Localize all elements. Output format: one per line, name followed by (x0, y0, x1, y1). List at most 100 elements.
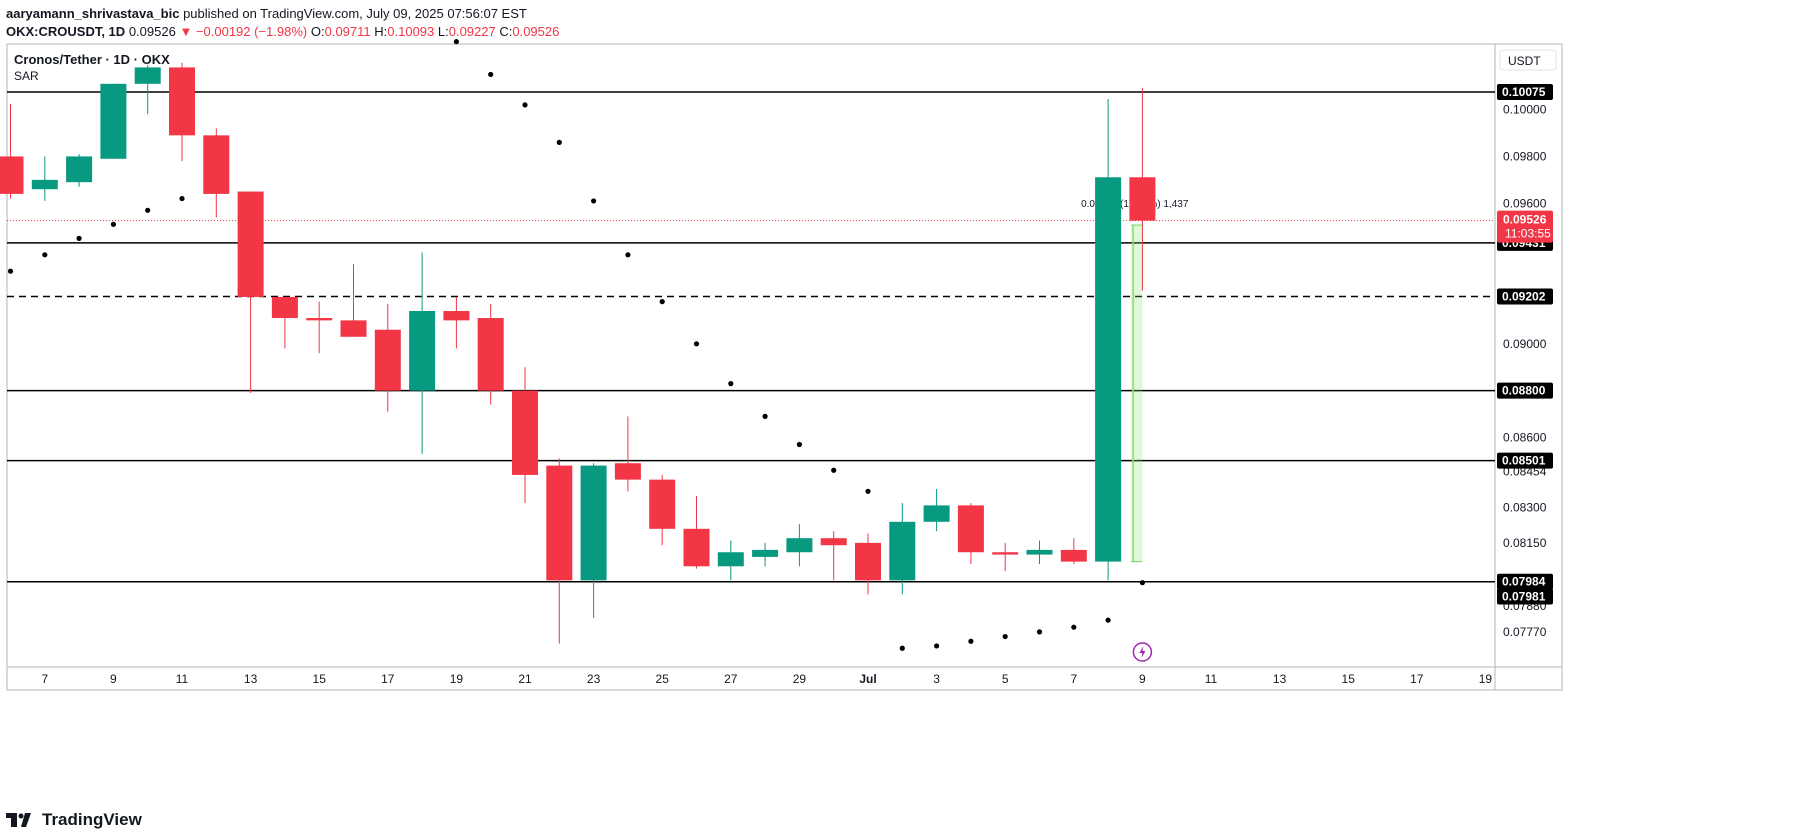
change-value: −0.00192 (−1.98%) (195, 24, 308, 39)
last-price-tag (1497, 210, 1553, 243)
sar-dot (7, 268, 14, 274)
candle-body (820, 538, 847, 546)
tradingview-logo-icon (6, 813, 31, 827)
sar-dot (1139, 580, 1145, 586)
candle-body (614, 463, 641, 480)
sar-dot (625, 252, 631, 258)
x-tick-label: 23 (587, 672, 601, 686)
publish-info: published on TradingView.com, July 09, 2… (183, 6, 527, 21)
candle-body (306, 318, 333, 321)
close-value: 0.09526 (512, 24, 560, 39)
x-tick-label: 25 (656, 672, 670, 686)
candle-body (512, 390, 538, 475)
level-price-label: 0.08501 (1502, 454, 1546, 468)
candle-body (957, 505, 984, 553)
level-price-label: 0.07984 (1502, 575, 1546, 589)
open-value: 0.09711 (324, 24, 371, 39)
high-value: 0.10093 (387, 24, 435, 39)
sar-dot (899, 645, 905, 651)
symbol-label: OKX:CROUSDT, 1D (6, 24, 126, 39)
candle-body (340, 320, 367, 337)
candle-body (409, 311, 436, 391)
candle-body (477, 318, 504, 391)
y-tick-label: 0.09000 (1503, 337, 1547, 351)
last-price-label: 0.09526 (1503, 213, 1547, 227)
level-price-label: 0.07981 (1502, 589, 1546, 603)
x-tick-label: Jul (859, 672, 876, 686)
x-tick-label: 19 (450, 672, 464, 686)
sar-dot (179, 195, 185, 202)
close-label: C: (499, 24, 513, 39)
sar-dot (1105, 617, 1111, 623)
x-tick-label: 17 (381, 672, 395, 686)
sar-dot (591, 198, 597, 204)
level-price-label: 0.08800 (1502, 384, 1546, 398)
x-tick-label: 9 (1139, 672, 1146, 686)
candle-body (546, 465, 573, 581)
currency-box (1499, 49, 1557, 71)
x-tick-label: 11 (176, 672, 189, 686)
y-tick-label: 0.10000 (1503, 103, 1547, 117)
candle-body (992, 552, 1019, 555)
measure-range-area (1131, 225, 1143, 562)
y-tick-label: 0.07770 (1503, 625, 1547, 639)
y-tick-label: 0.08150 (1503, 536, 1547, 550)
x-tick-label: 9 (110, 672, 117, 686)
level-price-tag (1497, 382, 1553, 399)
level-price-tag (1497, 84, 1553, 101)
candle-body (717, 552, 744, 567)
sar-dot (1036, 629, 1043, 635)
high-label: H: (374, 24, 388, 39)
sar-dot (522, 102, 528, 108)
low-value: 0.09227 (448, 24, 496, 39)
candle-body (169, 67, 195, 136)
sar-dot (76, 235, 82, 241)
ohlc-line: OKX:CROUSDT, 1D 0.09526 ▼ −0.00192 (−1.9… (6, 23, 559, 41)
sar-dot (453, 39, 459, 45)
x-tick-label: 11 (1205, 672, 1218, 686)
candle-body (31, 179, 58, 190)
x-tick-label: 15 (313, 672, 327, 686)
sar-dot (693, 341, 700, 347)
sar-dot (659, 299, 665, 305)
sar-dot (762, 413, 768, 419)
sar-dot (110, 221, 116, 227)
candle-body (580, 465, 607, 581)
last-price: 0.09526 (128, 24, 176, 39)
y-tick-label: 0.08300 (1503, 501, 1547, 515)
candle-body (1060, 549, 1087, 562)
candle-body (203, 135, 230, 194)
x-tick-label: 13 (1273, 672, 1287, 686)
level-price-tag (1497, 588, 1553, 605)
sar-dot (728, 381, 734, 387)
x-tick-label: 19 (1479, 672, 1493, 686)
x-tick-label: 21 (518, 672, 532, 686)
countdown-label: 11:03:55 (1505, 227, 1551, 241)
currency-label: USDT (1508, 54, 1541, 68)
change-down-icon: ▼ (179, 24, 193, 39)
x-tick-label: 29 (793, 672, 807, 686)
sar-dot (556, 139, 562, 145)
candle-body (649, 479, 676, 529)
level-price-label: 0.09202 (1502, 289, 1546, 303)
chart-header: aaryamann_shrivastava_bic published on T… (6, 5, 559, 41)
candle-body (752, 549, 779, 557)
sar-dot (865, 488, 871, 494)
candle-body (1095, 177, 1122, 562)
candle-body (134, 67, 161, 84)
sar-dot (796, 441, 803, 448)
publish-line: aaryamann_shrivastava_bic published on T… (6, 5, 559, 23)
open-label: O: (310, 24, 325, 39)
low-label: L: (437, 24, 449, 39)
sar-dot (831, 467, 837, 473)
candle-body (0, 156, 24, 194)
indicator-label: SAR (14, 69, 39, 83)
x-tick-label: 27 (724, 672, 738, 686)
candle-body (855, 542, 881, 581)
candle-body (443, 311, 470, 321)
author-name[interactable]: aaryamann_shrivastava_bic (6, 6, 180, 21)
candle-body (786, 538, 813, 553)
x-tick-label: 3 (933, 672, 940, 686)
sar-dot (145, 207, 151, 213)
